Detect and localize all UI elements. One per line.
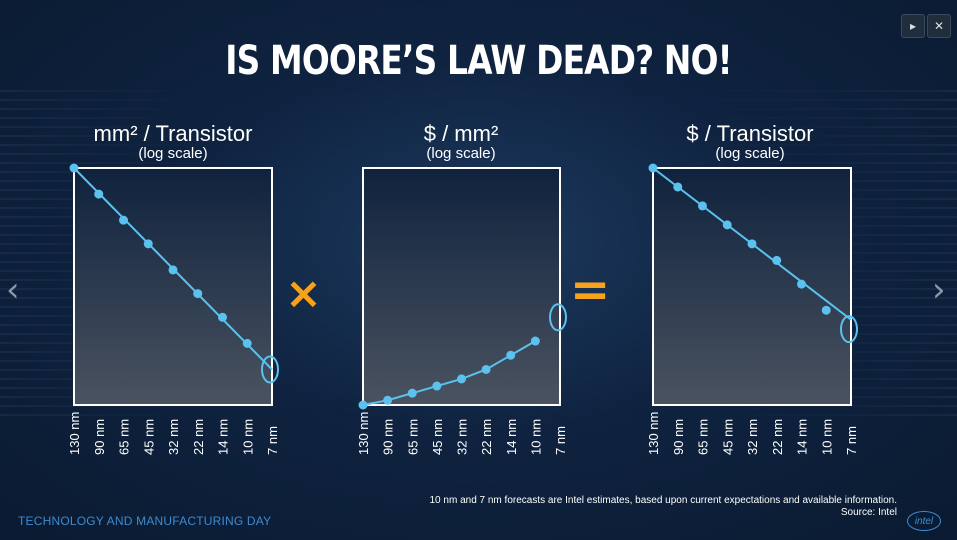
chart-2-tick-label: 90 nm	[381, 419, 396, 455]
chart-3-tick-label: 32 nm	[745, 419, 760, 455]
chart-3-point-22nm	[772, 255, 782, 265]
chart-3-tick-label: 7 nm	[844, 426, 859, 455]
chart-3-header: $ / Transistor (log scale)	[620, 122, 880, 162]
chart-1-tick-label: 32 nm	[166, 419, 181, 455]
footer-event-label: TECHNOLOGY AND MANUFACTURING DAY	[18, 514, 272, 528]
chart-3-point-32nm	[747, 239, 757, 249]
chart-3-point-130nm	[648, 163, 658, 173]
chart-2-tick-label: 14 nm	[504, 419, 519, 455]
chart-1-tick-label: 22 nm	[191, 419, 206, 455]
chart-2-tick-label: 65 nm	[405, 419, 420, 455]
chart-3-point-45nm	[722, 220, 732, 230]
chart-1-point-22nm	[193, 289, 203, 299]
chart-2-point-45nm	[432, 381, 442, 391]
chart-2-tick-label: 130 nm	[356, 412, 371, 455]
chart-2-plot-area	[362, 167, 561, 406]
chart-1-tick-label: 130 nm	[67, 412, 82, 455]
chart-2-point-22nm	[481, 364, 491, 374]
chart-2-tick-label: 32 nm	[455, 419, 470, 455]
chart-1-point-32nm	[168, 265, 178, 275]
chart-2-point-130nm	[358, 400, 368, 410]
chart-3-tick-label: 22 nm	[770, 419, 785, 455]
chart-3-title: $ / Transistor	[686, 121, 814, 146]
chart-1-plot-area	[73, 167, 273, 406]
chart-1-tick-label: 90 nm	[92, 419, 107, 455]
chart-2-tick-label: 10 nm	[528, 419, 543, 455]
intel-logo: intel	[907, 511, 941, 531]
chart-3-point-10nm	[821, 305, 831, 315]
chart-2-point-14nm	[506, 350, 516, 360]
chart-1-subtitle: (log scale)	[138, 145, 208, 162]
chart-3-tick-label: 45 nm	[720, 419, 735, 455]
multiply-operator: ×	[285, 268, 322, 319]
slide-title: IS MOORE’S LAW DEAD? NO!	[225, 38, 732, 84]
chart-1-point-90nm	[94, 189, 104, 199]
footnote: 10 nm and 7 nm forecasts are Intel estim…	[430, 495, 898, 519]
chart-2-point-10nm	[530, 336, 540, 346]
play-button[interactable]: ▸	[901, 14, 925, 38]
chart-3-tick-label: 14 nm	[795, 419, 810, 455]
chart-2-point-65nm	[407, 388, 417, 398]
chart-1-point-10nm	[242, 338, 252, 348]
chart-2-point-90nm	[383, 395, 393, 405]
chart-1-point-65nm	[119, 215, 128, 225]
chart-2-forecast-highlight	[549, 303, 567, 332]
chart-3-tick-label: 90 nm	[671, 419, 686, 455]
chart-1-tick-label: 10 nm	[240, 419, 255, 455]
close-icon: ✕	[933, 19, 945, 33]
chart-3-point-65nm	[698, 201, 707, 211]
chart-2-subtitle: (log scale)	[426, 145, 496, 162]
chart-1-point-45nm	[143, 239, 153, 249]
close-button[interactable]: ✕	[927, 14, 951, 38]
chart-2-tick-label: 7 nm	[553, 426, 568, 455]
chart-3-plot-area	[652, 167, 852, 406]
chart-3-point-90nm	[673, 182, 683, 192]
footnote-source: Source: Intel	[840, 507, 897, 518]
chart-1-tick-label: 14 nm	[216, 419, 231, 455]
chart-1-header: mm² / Transistor (log scale)	[43, 122, 303, 162]
chart-1-point-130nm	[69, 163, 79, 173]
chart-2-title: $ / mm²	[423, 121, 499, 146]
chart-3-subtitle: (log scale)	[715, 145, 785, 162]
next-slide-arrow-icon[interactable]: ›	[932, 270, 946, 310]
equals-operator: =	[570, 262, 611, 318]
chart-1-tick-label: 45 nm	[141, 419, 156, 455]
chart-3-point-14nm	[797, 279, 806, 289]
chart-2-header: $ / mm² (log scale)	[331, 122, 591, 162]
chart-1-point-14nm	[218, 312, 227, 322]
chart-3-tick-label: 10 nm	[819, 419, 834, 455]
chart-1-forecast-highlight	[261, 355, 279, 384]
chart-2-point-32nm	[457, 374, 466, 384]
chart-3-forecast-highlight	[840, 315, 858, 344]
chart-3-tick-label: 65 nm	[696, 419, 711, 455]
chart-1-tick-label: 7 nm	[265, 426, 280, 455]
chart-1-title: mm² / Transistor	[93, 121, 253, 146]
chart-2-tick-label: 45 nm	[430, 419, 445, 455]
play-icon: ▸	[909, 19, 917, 33]
chart-3-tick-label: 130 nm	[646, 412, 661, 455]
chart-1-tick-label: 65 nm	[117, 419, 132, 455]
footnote-line-1: 10 nm and 7 nm forecasts are Intel estim…	[429, 495, 898, 506]
chart-2-tick-label: 22 nm	[479, 419, 494, 455]
previous-slide-arrow-icon[interactable]: ‹	[6, 270, 20, 310]
